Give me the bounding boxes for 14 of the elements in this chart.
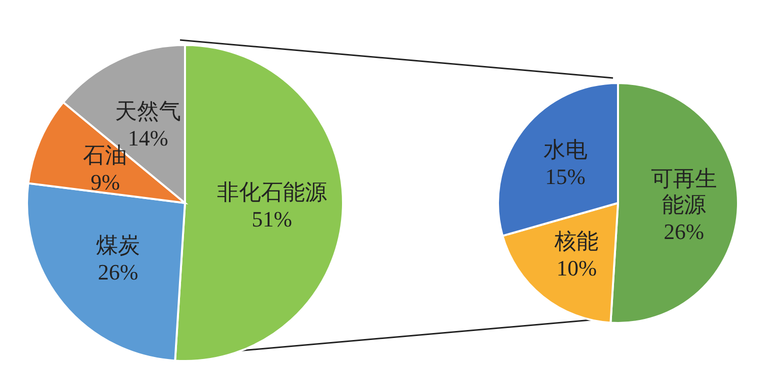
data-label: 51%	[252, 206, 292, 232]
slice-label: 水电	[543, 138, 588, 163]
data-label: 26%	[664, 218, 704, 244]
data-label: 14%	[128, 124, 168, 150]
slice-label: 天然气	[115, 98, 181, 124]
data-label: 10%	[556, 254, 597, 280]
data-label: 9%	[90, 168, 120, 194]
slice-label: 石油	[83, 142, 128, 168]
slice-label: 可再生能源	[650, 166, 717, 218]
data-label: 26%	[98, 258, 138, 284]
slice-label: 核能	[554, 228, 599, 254]
data-label: 15%	[545, 164, 586, 189]
slice-label: 非化石能源	[216, 180, 327, 206]
slice-label: 煤炭	[96, 232, 140, 258]
